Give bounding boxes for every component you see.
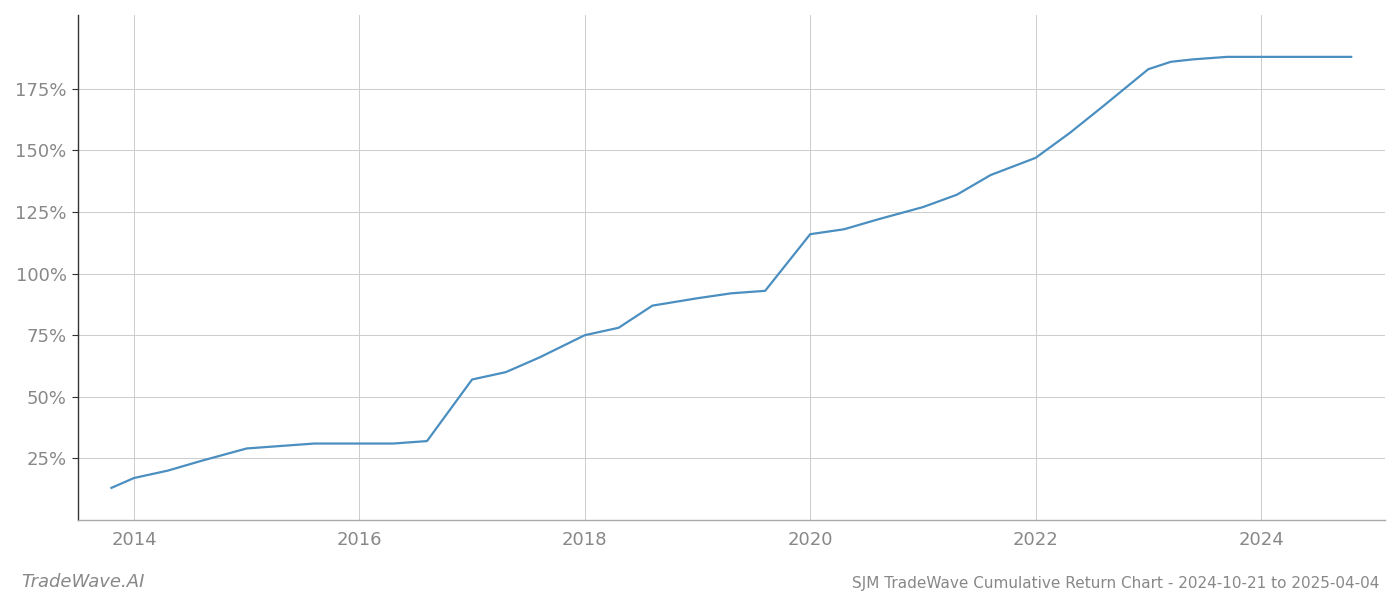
Text: TradeWave.AI: TradeWave.AI xyxy=(21,573,144,591)
Text: SJM TradeWave Cumulative Return Chart - 2024-10-21 to 2025-04-04: SJM TradeWave Cumulative Return Chart - … xyxy=(851,576,1379,591)
